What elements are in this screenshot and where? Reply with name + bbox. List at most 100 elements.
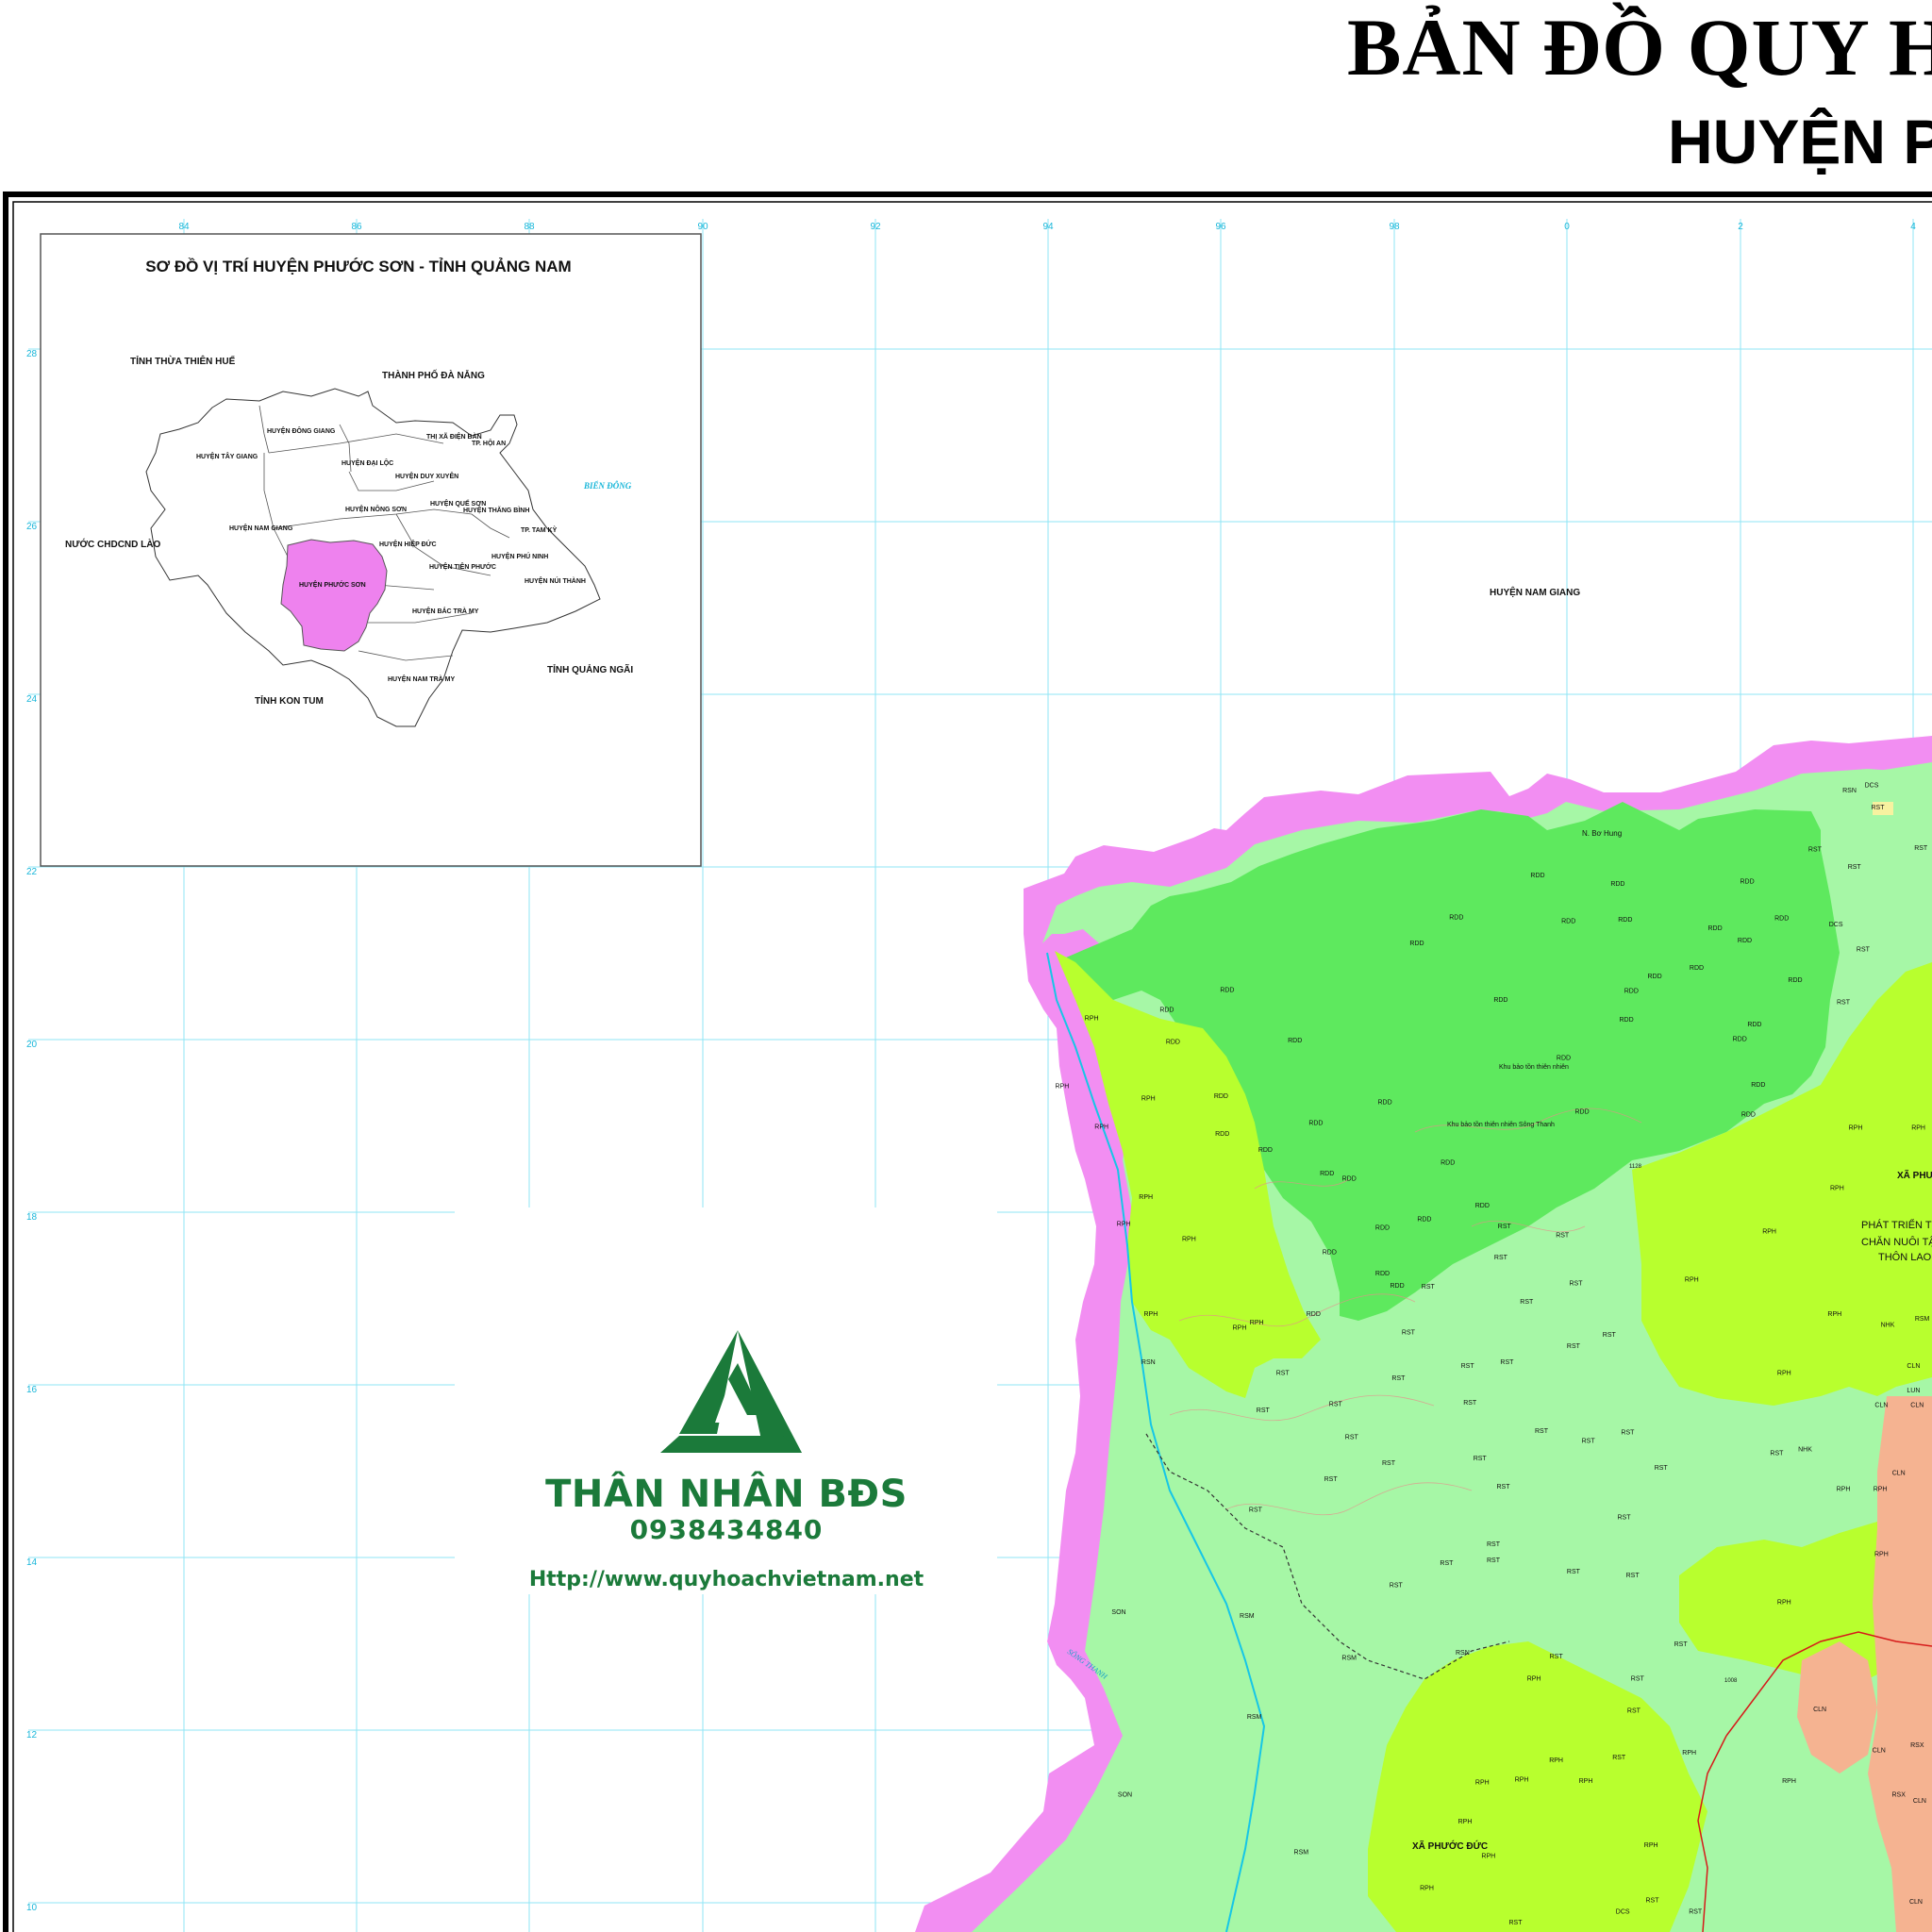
land-use-code: RSM: [1341, 1655, 1357, 1661]
label-bo-hung: N. Bơ Hung: [1582, 829, 1622, 838]
land-use-code: RSX: [1891, 1791, 1906, 1798]
zone-perennial-crops-2: [1797, 1641, 1877, 1774]
svg-text:HUYỆN PHƯỚC SƠN: HUYỆN PHƯỚC SƠN: [299, 580, 366, 589]
land-use-code: LUN: [1907, 1388, 1920, 1394]
land-use-code: RST: [1646, 1898, 1660, 1905]
land-use-code: RDD: [1409, 941, 1424, 947]
svg-text:HUYỆN PHÚ NINH: HUYỆN PHÚ NINH: [491, 552, 548, 560]
land-use-code: DCS: [1829, 922, 1843, 928]
land-use-code: CLN: [1892, 1470, 1906, 1476]
land-use-code: RST: [1390, 1582, 1404, 1589]
land-use-code: RDD: [1320, 1171, 1334, 1177]
land-use-code: RDD: [1159, 1007, 1174, 1013]
svg-text:TỈNH KON TUM: TỈNH KON TUM: [255, 694, 324, 707]
land-use-code: RSN: [1842, 788, 1857, 794]
map-title: BẢN ĐỒ QUY H: [1347, 2, 1932, 92]
grid-top-label: 0: [1564, 222, 1570, 232]
land-use-code: RDD: [1441, 1159, 1455, 1166]
grid-top-label: 4: [1910, 222, 1916, 232]
land-use-code: RST: [1627, 1708, 1641, 1715]
label-phat-trien-2: CHĂN NUÔI TẬP T: [1861, 1236, 1932, 1248]
logo-brand-name: THÂN NHÂN BĐS: [545, 1473, 908, 1516]
land-use-code: RDD: [1738, 938, 1752, 944]
land-use-code: RDD: [1741, 1111, 1756, 1118]
land-use-code: RDD: [1740, 879, 1755, 886]
land-use-code: RPH: [1233, 1324, 1247, 1331]
land-use-code: RPH: [1549, 1757, 1563, 1764]
land-use-code: CLN: [1907, 1363, 1920, 1370]
land-use-code: RDD: [1733, 1037, 1747, 1043]
land-use-code: RDD: [1378, 1099, 1392, 1106]
land-use-code: RST: [1837, 1000, 1851, 1007]
svg-text:BIỂN ĐÔNG: BIỂN ĐÔNG: [583, 481, 632, 491]
label-xa-phuoc-duc: XÃ PHƯỚC ĐỨC: [1412, 1840, 1488, 1852]
land-use-code: RPH: [1782, 1778, 1796, 1785]
grid-top-label: 98: [1389, 222, 1400, 232]
company-logo[interactable]: THÂN NHÂN BĐS 0938434840 Http://www.quyh…: [528, 1321, 924, 1591]
land-use-code: RSM: [1915, 1316, 1930, 1323]
label-xa-phu: XÃ PHU: [1897, 1169, 1932, 1181]
land-use-code: RPH: [1085, 1016, 1099, 1023]
grid-left-label: 12: [26, 1730, 38, 1740]
land-use-code: RST: [1872, 805, 1886, 811]
svg-text:TỈNH THỪA THIÊN HUẾ: TỈNH THỪA THIÊN HUẾ: [130, 355, 236, 367]
land-use-code: RST: [1674, 1641, 1689, 1648]
land-use-code: RDD: [1624, 989, 1639, 995]
land-use-code: RST: [1567, 1569, 1581, 1575]
land-use-code: RPH: [1515, 1777, 1529, 1784]
land-use-code: RST: [1324, 1476, 1339, 1483]
inset-phuoc-son-highlight: [280, 539, 388, 652]
land-use-code: RST: [1520, 1299, 1534, 1306]
land-use-code: RST: [1440, 1560, 1454, 1567]
land-use-code: RST: [1498, 1224, 1512, 1230]
land-use-code: RSM: [1294, 1850, 1309, 1857]
map-inner-frame: [12, 201, 1932, 1932]
land-use-code: RDD: [1751, 1082, 1765, 1089]
land-use-code: RDD: [1610, 881, 1624, 888]
land-use-code: RDD: [1561, 918, 1575, 924]
land-use-code: CLN: [1910, 1403, 1924, 1409]
land-use-code: RST: [1487, 1541, 1501, 1548]
land-use-code: CLN: [1873, 1747, 1886, 1754]
svg-text:HUYỆN NAM TRÀ MY: HUYỆN NAM TRÀ MY: [388, 675, 455, 683]
land-use-code: RPH: [1117, 1222, 1131, 1228]
land-use-code: RPH: [1777, 1371, 1791, 1377]
land-use-code: RST: [1570, 1280, 1584, 1287]
logo-website-link[interactable]: Http://www.quyhoachvietnam.net: [528, 1568, 924, 1591]
land-use-code: RPH: [1685, 1276, 1699, 1283]
land-use-code: RST: [1626, 1573, 1641, 1579]
grid-left-label: 22: [26, 867, 38, 877]
zone-northeast-strip: [1840, 762, 1932, 1000]
svg-text:HUYỆN QUẾ SƠN: HUYỆN QUẾ SƠN: [430, 498, 486, 508]
land-use-code: RDD: [1307, 1311, 1321, 1318]
land-use-code: RPH: [1837, 1486, 1851, 1492]
land-use-code: RPH: [1874, 1486, 1888, 1492]
svg-text:HUYỆN BẮC TRÀ MY: HUYỆN BẮC TRÀ MY: [412, 607, 479, 615]
land-use-code: RDD: [1774, 916, 1789, 923]
logo-phone[interactable]: 0938434840: [629, 1514, 824, 1545]
land-use-code: RPH: [1527, 1676, 1541, 1683]
grid-left-label: 10: [26, 1903, 38, 1913]
land-use-code: RPH: [1911, 1125, 1925, 1132]
land-use-code: RST: [1848, 864, 1862, 871]
zone-protection-forest-southeast: [1679, 1509, 1932, 1689]
land-use-code: RPH: [1777, 1600, 1791, 1607]
svg-text:THỊ XÃ ĐIỆN BÀN: THỊ XÃ ĐIỆN BÀN: [426, 432, 482, 441]
road-red-2: [1697, 1735, 1727, 1932]
land-use-code: RPH: [1874, 1552, 1889, 1558]
land-use-code: RSN: [1141, 1359, 1156, 1366]
svg-text:HUYỆN NAM GIANG: HUYỆN NAM GIANG: [229, 524, 293, 532]
land-use-code: RPH: [1644, 1842, 1658, 1849]
triangle-logo-icon: [660, 1330, 802, 1453]
land-use-code: RPH: [1139, 1194, 1153, 1201]
land-use-code: CLN: [1909, 1899, 1923, 1906]
location-inset: SƠ ĐỒ VỊ TRÍ HUYỆN PHƯỚC SƠN - TỈNH QUẢN…: [40, 233, 702, 867]
land-use-code: RPH: [1827, 1311, 1841, 1318]
land-use-code: RDD: [1618, 917, 1632, 924]
land-use-code: RPH: [1250, 1320, 1264, 1326]
land-use-code: RPH: [1830, 1186, 1844, 1192]
land-use-code: RPH: [1682, 1750, 1696, 1757]
land-use-code: RST: [1612, 1755, 1626, 1761]
label-phat-trien-3: THÔN LAO ĐU: [1878, 1251, 1932, 1263]
